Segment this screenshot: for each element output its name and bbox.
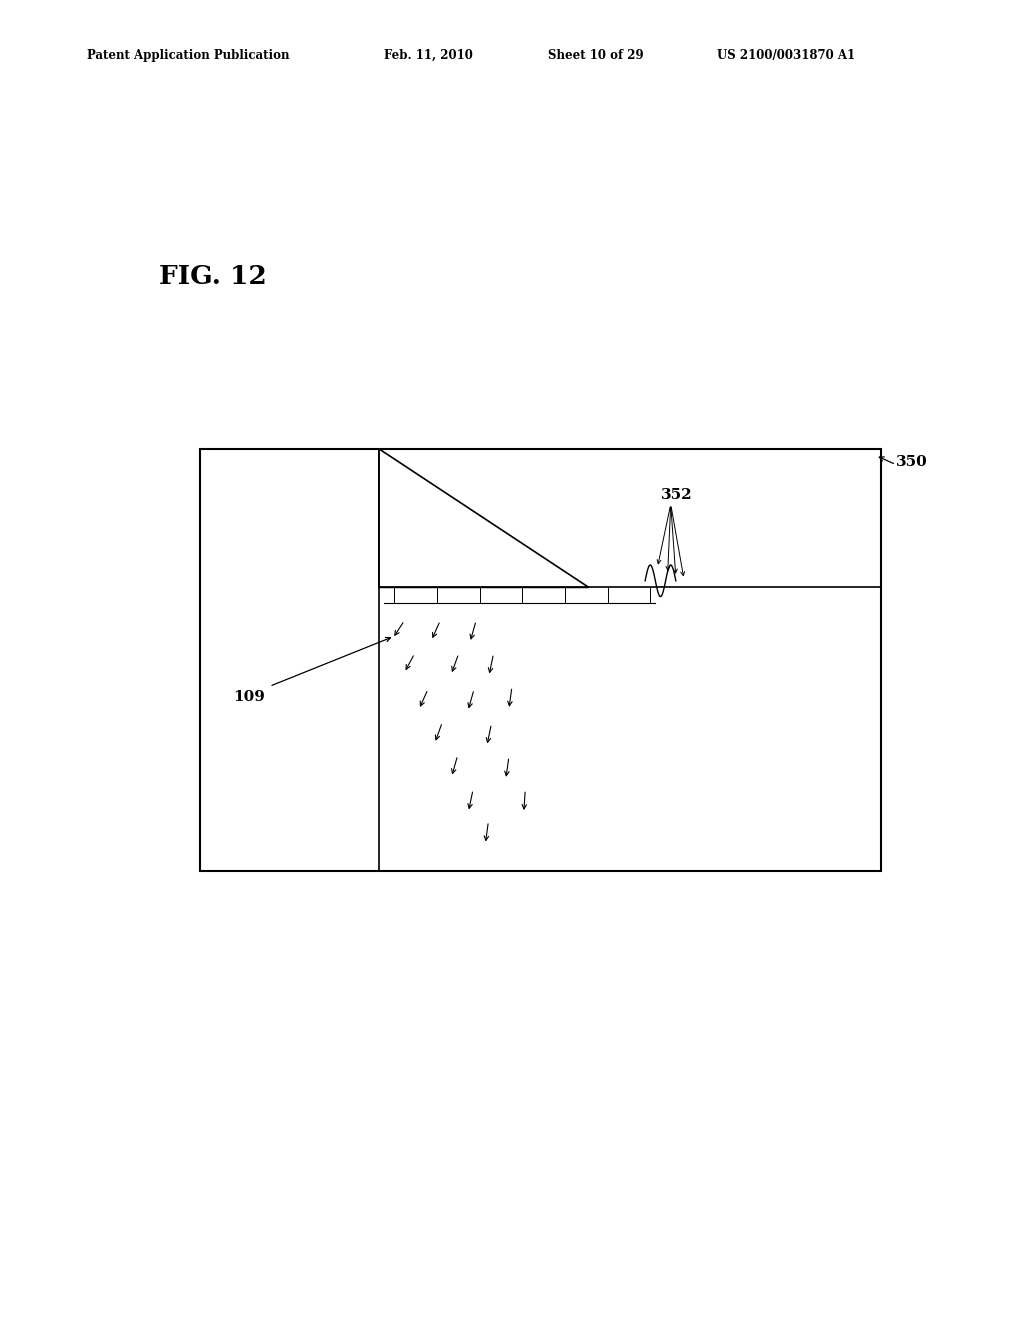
Text: FIG. 12: FIG. 12: [159, 264, 266, 289]
Text: Feb. 11, 2010: Feb. 11, 2010: [384, 49, 473, 62]
Text: 109: 109: [233, 690, 265, 704]
Text: 350: 350: [896, 455, 928, 469]
Bar: [200, 449, 881, 871]
Text: Patent Application Publication: Patent Application Publication: [87, 49, 290, 62]
Text: US 2100/0031870 A1: US 2100/0031870 A1: [717, 49, 855, 62]
Text: Sheet 10 of 29: Sheet 10 of 29: [548, 49, 643, 62]
Text: 352: 352: [660, 487, 692, 502]
